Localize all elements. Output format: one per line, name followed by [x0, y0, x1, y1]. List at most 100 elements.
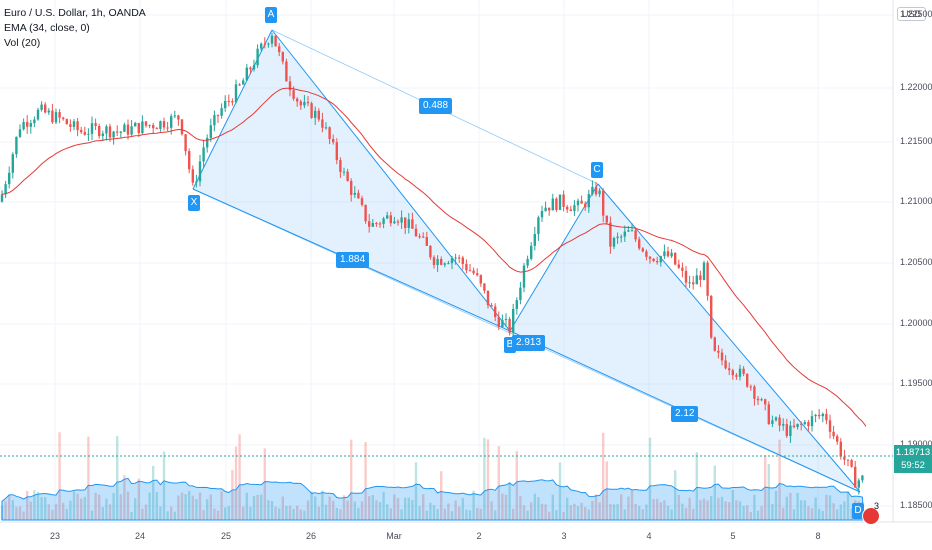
candle-body [587, 194, 590, 208]
volume-bar [800, 500, 803, 520]
candle-body [206, 137, 209, 148]
volume-bar [512, 508, 515, 520]
volume-bar [742, 505, 745, 520]
candle-body [828, 420, 832, 432]
candle-body [699, 275, 702, 280]
candle-body [220, 108, 223, 116]
volume-bar [688, 497, 691, 520]
volume-bar [198, 492, 202, 520]
volume-bar [483, 437, 486, 520]
volume-bar [8, 495, 11, 520]
candle-body [573, 205, 576, 211]
candle-body [62, 117, 65, 120]
volume-bar [839, 504, 842, 520]
candle-body [382, 218, 385, 224]
volume-bars [0, 432, 864, 520]
currency-badge[interactable]: USD [896, 7, 926, 21]
volume-bar [756, 510, 760, 520]
candle-body [216, 115, 220, 117]
volume-bar [555, 510, 558, 520]
volume-bar [569, 505, 572, 520]
volume-bar [83, 496, 86, 520]
volume-bar [486, 439, 490, 520]
candle-body [454, 257, 457, 259]
volume-bar [105, 498, 108, 520]
candle-body [681, 267, 684, 271]
flag-icon[interactable] [862, 507, 880, 525]
volume-bar [663, 500, 666, 520]
x-tick-label: 26 [305, 531, 317, 541]
candle-body [764, 399, 767, 405]
volume-bar [134, 498, 137, 520]
volume-bar [422, 494, 425, 520]
candle-body [296, 98, 299, 102]
candle-body [706, 262, 709, 296]
candle-body [105, 126, 108, 134]
volume-bar [310, 491, 313, 520]
volume-bar [796, 492, 799, 520]
volume-bar [760, 506, 763, 520]
candle-body [850, 460, 853, 467]
candle-body [767, 404, 770, 425]
pattern-leg-xa [192, 29, 273, 190]
candle-body [440, 259, 443, 265]
volume-indicator-label[interactable]: Vol (20) [4, 37, 41, 49]
candle-body [234, 84, 238, 103]
symbol-title[interactable]: Euro / U.S. Dollar, 1h, OANDA [4, 7, 146, 19]
ratio-label-212[interactable]: 2.12 [671, 406, 699, 422]
volume-bar [227, 505, 230, 520]
volume-bar [724, 501, 727, 520]
volume-bar [497, 446, 500, 520]
volume-bar [720, 496, 724, 520]
volume-bar [731, 490, 734, 520]
pattern-point-x[interactable]: X [188, 195, 200, 211]
volume-bar [80, 498, 83, 520]
grid [0, 0, 893, 522]
volume-bar [674, 470, 677, 520]
x-tick-label: 4 [646, 531, 652, 541]
ratio-label-0488[interactable]: 0.488 [419, 98, 453, 114]
candle-body [101, 133, 104, 137]
candle-body [598, 190, 601, 195]
candle-body [749, 386, 752, 388]
candle-body [576, 200, 580, 206]
pattern-point-d[interactable]: D [852, 503, 864, 519]
pattern-point-c[interactable]: C [591, 162, 603, 178]
volume-bar [566, 497, 569, 520]
candle-body [54, 112, 58, 123]
volume-bar [472, 490, 475, 520]
pattern-point-a[interactable]: A [265, 7, 277, 23]
ratio-label-2913[interactable]: 2.913 [512, 335, 546, 351]
candle-body [562, 194, 565, 207]
volume-bar [36, 491, 40, 520]
candle-body [26, 121, 29, 127]
volume-bar [530, 502, 533, 520]
ema-indicator-label[interactable]: EMA (34, close, 0) [4, 22, 90, 34]
candle-body [357, 192, 360, 199]
volume-bar [548, 511, 551, 520]
candle-body [314, 110, 317, 118]
volume-bar [267, 500, 270, 520]
ratio-label-1884[interactable]: 1.884 [336, 252, 370, 268]
last-price-tag: 1.18713 59:52 [894, 445, 932, 473]
volume-bar [342, 495, 346, 520]
volume-bar [432, 505, 436, 520]
candle-body [501, 319, 504, 328]
volume-bar [281, 496, 284, 520]
candle-body [429, 245, 432, 258]
volume-bar [846, 491, 850, 520]
volume-bar [526, 510, 529, 520]
volume-bar [62, 502, 65, 520]
volume-bar [425, 510, 428, 520]
volume-bar [810, 508, 814, 520]
candle-body [515, 300, 518, 309]
x-tick-label: 23 [49, 531, 61, 541]
candle-body [461, 257, 464, 264]
volume-bar [292, 508, 295, 520]
volume-bar [350, 439, 353, 520]
candle-body [530, 245, 533, 259]
volume-bar [393, 494, 396, 520]
volume-bar [468, 510, 472, 520]
volume-bar [533, 493, 536, 520]
